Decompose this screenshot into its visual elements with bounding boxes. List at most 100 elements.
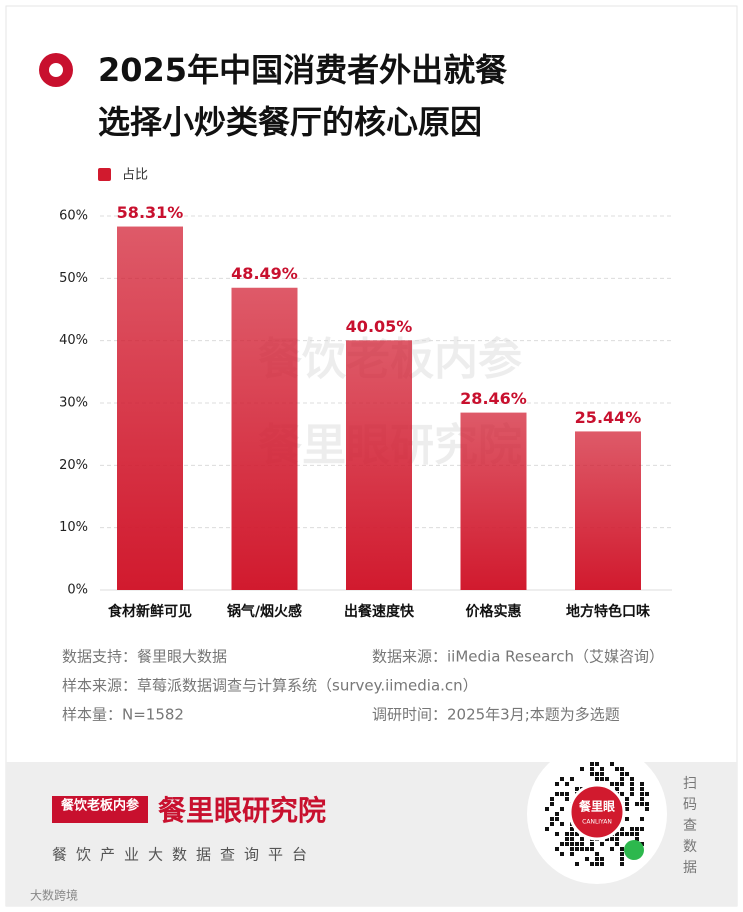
y-tick-label: 30%	[59, 396, 88, 411]
qr-dot	[600, 857, 604, 861]
qr-dot	[615, 832, 619, 836]
qr-dot	[645, 802, 649, 806]
note: 样本量：N=1582	[62, 706, 184, 724]
value-label: 28.46%	[460, 389, 527, 408]
qr-dot	[575, 847, 579, 851]
y-tick-label: 10%	[59, 520, 88, 535]
qr-dot	[625, 772, 629, 776]
qr-dot	[610, 847, 614, 851]
bar	[460, 412, 527, 590]
qr-dot	[630, 827, 634, 831]
qr-dot	[570, 842, 574, 846]
qr-dot	[550, 802, 554, 806]
qr-dot	[595, 862, 599, 866]
qr-dot	[610, 837, 614, 841]
qr-dot	[640, 802, 644, 806]
qr-dot	[605, 837, 609, 841]
qr-dot	[640, 787, 644, 791]
qr-dot	[565, 842, 569, 846]
qr-dot	[570, 837, 574, 841]
qr-dot	[615, 782, 619, 786]
qr-dot	[550, 797, 554, 801]
qr-dot	[580, 847, 584, 851]
legend-label: 占比	[122, 168, 148, 183]
qr-dot	[555, 792, 559, 796]
qr-dot	[620, 832, 624, 836]
scan-char: 扫	[683, 776, 697, 792]
value-label: 58.31%	[117, 203, 184, 222]
qr-sub-text: CANLIYAN	[582, 819, 612, 826]
x-tick-label: 出餐速度快	[344, 603, 415, 620]
footer-slogan: 餐饮产业大数据查询平台	[52, 846, 316, 864]
qr-dot	[575, 862, 579, 866]
qr-dot	[595, 772, 599, 776]
qr-dot	[630, 792, 634, 796]
scan-char: 码	[683, 797, 697, 813]
qr-dot	[545, 827, 549, 831]
chart-title: 选择小炒类餐厅的核心原因	[98, 103, 482, 141]
qr-dot	[630, 777, 634, 781]
qr-dot	[630, 832, 634, 836]
qr-dot	[590, 842, 594, 846]
qr-dot	[555, 817, 559, 821]
qr-dot	[600, 772, 604, 776]
qr-dot	[555, 832, 559, 836]
qr-dot	[600, 862, 604, 866]
qr-dot	[550, 817, 554, 821]
qr-dot	[620, 827, 624, 831]
y-tick-label: 40%	[59, 333, 88, 348]
qr-dot	[590, 772, 594, 776]
footer-brand: 餐里眼研究院	[158, 794, 326, 827]
qr-dot	[610, 782, 614, 786]
qr-dot	[615, 837, 619, 841]
qr-dot	[565, 837, 569, 841]
qr-dot	[575, 787, 579, 791]
qr-dot	[595, 777, 599, 781]
value-label: 25.44%	[575, 408, 642, 427]
qr-dot	[590, 767, 594, 771]
qr-dot	[640, 797, 644, 801]
title-icon-hole	[49, 63, 63, 77]
qr-dot	[590, 847, 594, 851]
qr-dot	[610, 762, 614, 766]
qr-dot	[630, 787, 634, 791]
note: 样本来源：草莓派数据调查与计算系统（survey.iimedia.cn）	[62, 677, 478, 695]
qr-dot	[545, 807, 549, 811]
x-tick-label: 锅气/烟火感	[227, 603, 302, 620]
qr-dot	[595, 762, 599, 766]
qr-dot	[625, 832, 629, 836]
qr-dot	[560, 777, 564, 781]
qr-dot	[640, 817, 644, 821]
bar	[117, 226, 183, 590]
qr-dot	[560, 852, 564, 856]
qr-dot	[555, 782, 559, 786]
qr-dot	[585, 847, 589, 851]
qr-dot	[615, 787, 619, 791]
scan-char: 查	[683, 818, 697, 834]
qr-dot	[620, 772, 624, 776]
qr-dot	[580, 767, 584, 771]
qr-dot	[640, 827, 644, 831]
chart-title: 2025年中国消费者外出就餐	[98, 51, 508, 89]
qr-dot	[620, 767, 624, 771]
qr-dot	[565, 797, 569, 801]
qr-dot	[565, 832, 569, 836]
qr-dot	[560, 822, 564, 826]
qr-dot	[640, 792, 644, 796]
x-tick-label: 食材新鲜可见	[108, 603, 192, 620]
qr-dot	[620, 777, 624, 781]
x-tick-label: 地方特色口味	[566, 603, 650, 620]
qr-center-text: 餐里眼	[579, 799, 615, 814]
y-tick-label: 20%	[59, 458, 88, 473]
qr-dot	[570, 827, 574, 831]
value-label: 40.05%	[346, 317, 413, 336]
footer-logo-box	[52, 796, 148, 823]
qr-dot	[645, 792, 649, 796]
qr-dot	[615, 767, 619, 771]
qr-dot	[635, 802, 639, 806]
note: 调研时间：2025年3月;本题为多选题	[372, 706, 620, 724]
y-tick-label: 60%	[59, 209, 88, 224]
mini-program-icon	[624, 840, 644, 860]
qr-dot	[575, 842, 579, 846]
qr-dot	[635, 837, 639, 841]
